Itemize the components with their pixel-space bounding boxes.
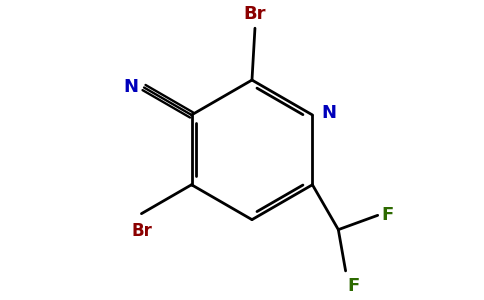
Text: Br: Br <box>131 222 152 240</box>
Text: F: F <box>348 277 360 295</box>
Text: N: N <box>321 104 336 122</box>
Text: N: N <box>123 77 138 95</box>
Text: Br: Br <box>244 5 266 23</box>
Text: F: F <box>382 206 394 224</box>
